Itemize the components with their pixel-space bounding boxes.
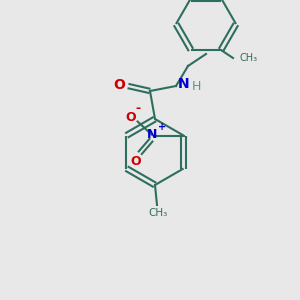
Text: CH₃: CH₃: [239, 53, 257, 63]
Text: N: N: [146, 128, 157, 141]
Text: O: O: [113, 78, 125, 92]
Text: CH₃: CH₃: [148, 208, 168, 218]
Text: O: O: [130, 155, 141, 168]
Text: +: +: [158, 122, 166, 133]
Text: H: H: [191, 80, 201, 94]
Text: O: O: [125, 111, 136, 124]
Text: -: -: [135, 102, 140, 115]
Text: N: N: [178, 77, 190, 91]
